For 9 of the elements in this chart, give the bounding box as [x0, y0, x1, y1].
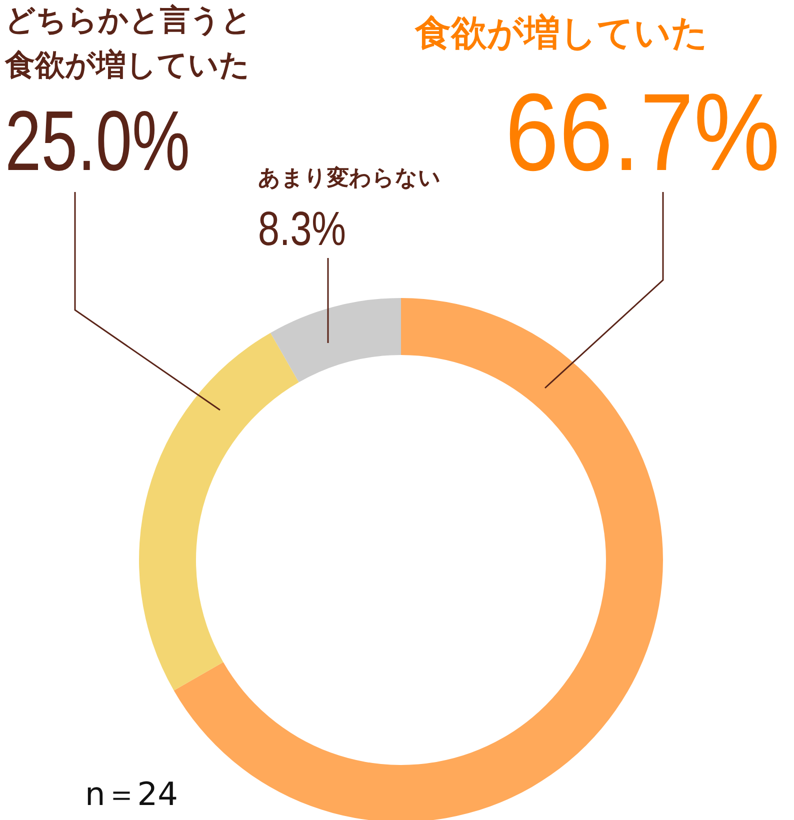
- data-label: 8.3%: [258, 203, 368, 256]
- slice-label: あまり変わらない: [258, 165, 441, 191]
- data-label: 66.7%: [505, 71, 794, 194]
- slice-label: どちらかと言うと食欲が増していた: [4, 3, 252, 83]
- donut-slice: [139, 332, 299, 691]
- slice-label: 食欲が増していた: [414, 13, 708, 54]
- donut-slice: [270, 298, 401, 382]
- text: n＝24: [85, 775, 178, 813]
- data-label: 25.0%: [5, 94, 246, 189]
